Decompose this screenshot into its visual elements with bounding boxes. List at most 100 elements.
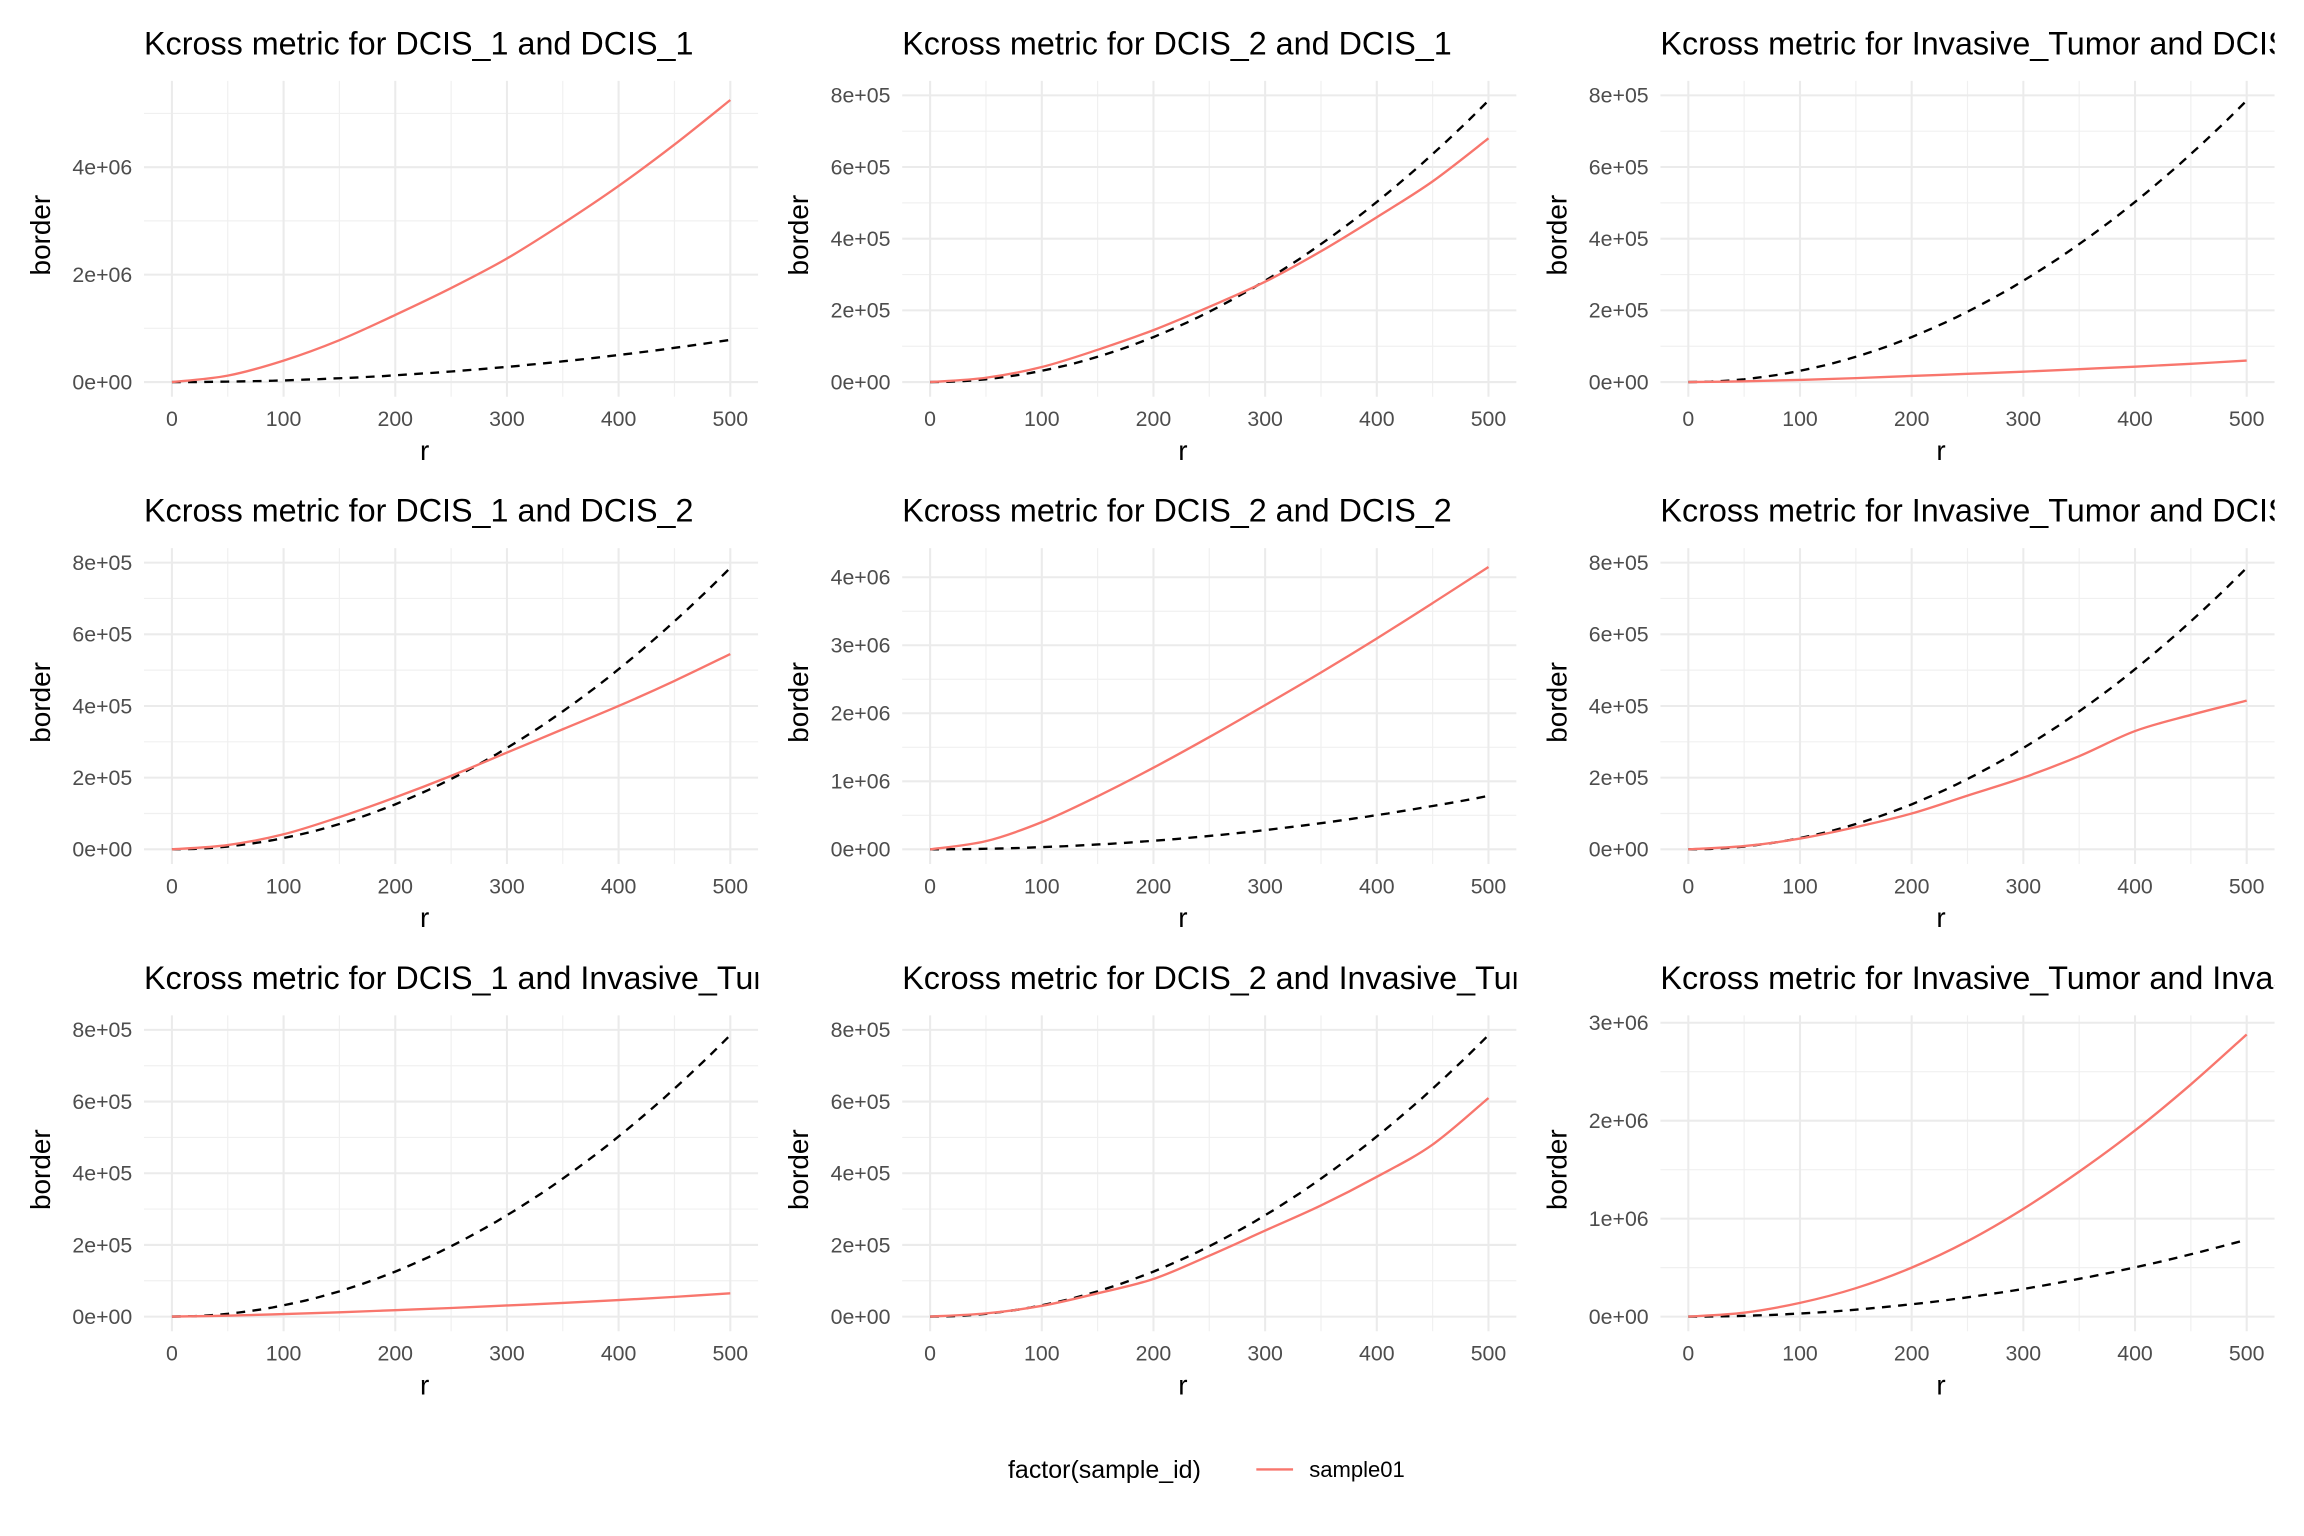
series-line-sample01 <box>171 652 731 851</box>
series-line-sample01 <box>1688 359 2247 384</box>
x-axis-label: r <box>1936 435 1945 466</box>
x-tick-label: 200 <box>377 1342 413 1366</box>
x-tick-label: 500 <box>713 1342 749 1366</box>
y-tick-label: 4e+05 <box>1589 227 1649 251</box>
y-tick-label: 2e+05 <box>1589 299 1649 323</box>
x-tick-label: 200 <box>1894 407 1930 431</box>
y-axis-label: border <box>25 662 56 743</box>
y-tick-label: 3e+06 <box>831 634 891 658</box>
theoretical-line <box>1688 1238 2248 1318</box>
series-line-sample01 <box>1688 699 2247 851</box>
x-axis-label: r <box>1178 1369 1187 1400</box>
y-tick-label: 4e+06 <box>831 566 891 590</box>
x-tick-label: 100 <box>1782 874 1818 898</box>
x-tick-label: 400 <box>601 1342 637 1366</box>
series-line-sample01 <box>171 1292 731 1318</box>
x-tick-label: 400 <box>601 874 637 898</box>
y-tick-label: 2e+05 <box>1589 766 1649 790</box>
y-tick-label: 0e+00 <box>1589 838 1649 862</box>
y-axis-label: border <box>25 1129 56 1210</box>
y-tick-label: 6e+05 <box>1589 155 1649 179</box>
x-tick-label: 400 <box>1359 1342 1395 1366</box>
y-tick-label: 8e+05 <box>72 1018 132 1042</box>
y-tick-label: 6e+05 <box>831 1090 891 1114</box>
x-tick-label: 200 <box>1136 1342 1172 1366</box>
x-tick-label: 0 <box>1682 1342 1694 1366</box>
x-tick-label: 200 <box>1136 874 1172 898</box>
facet-panel-9: 0 100 200 300 400 500 0e+00 1e+06 2e+06 3e+06 Kcro… <box>1541 960 2275 1400</box>
legend: factor(sample_id) sample01 <box>1008 1456 1405 1484</box>
y-tick-label: 0e+00 <box>831 1305 891 1329</box>
series-line-sample01 <box>929 566 1490 851</box>
panel-title: Kcross metric for Invasive_Tumor and DCI… <box>1660 493 2304 529</box>
panel-title: Kcross metric for DCIS_1 and DCIS_1 <box>144 25 694 61</box>
y-tick-label: 1e+06 <box>1589 1207 1649 1231</box>
y-tick-label: 2e+05 <box>831 1233 891 1257</box>
x-tick-label: 500 <box>713 874 749 898</box>
x-tick-label: 200 <box>1136 407 1172 431</box>
facet-panel-7: 0 100 200 300 400 500 0e+00 2e+05 4e+05 6e+05 8e+0… <box>25 960 759 1400</box>
x-tick-label: 500 <box>713 407 749 431</box>
panel-title: Kcross metric for Invasive_Tumor and DCI… <box>1660 25 2304 61</box>
y-tick-label: 0e+00 <box>831 370 891 394</box>
x-tick-label: 300 <box>1247 1342 1283 1366</box>
y-tick-label: 0e+00 <box>72 370 132 394</box>
legend-label: sample01 <box>1309 1457 1405 1482</box>
x-tick-label: 300 <box>1247 407 1283 431</box>
x-axis-label: r <box>1178 435 1187 466</box>
facet-panel-8: 0 100 200 300 400 500 0e+00 2e+05 4e+05 6e+05 8e+0… <box>783 960 1567 1400</box>
x-tick-label: 0 <box>1682 874 1694 898</box>
y-axis-label: border <box>1541 195 1572 276</box>
y-tick-label: 6e+05 <box>831 155 891 179</box>
x-tick-label: 300 <box>2006 1342 2042 1366</box>
series-line-sample01 <box>930 1097 1490 1318</box>
y-tick-label: 8e+05 <box>72 551 132 575</box>
y-tick-label: 8e+05 <box>831 84 891 108</box>
y-tick-label: 4e+05 <box>72 1162 132 1186</box>
x-tick-label: 200 <box>377 874 413 898</box>
x-tick-label: 400 <box>1359 407 1395 431</box>
panel-title: Kcross metric for DCIS_2 and DCIS_2 <box>902 493 1452 529</box>
x-tick-label: 100 <box>1024 874 1060 898</box>
x-tick-label: 400 <box>2117 407 2153 431</box>
y-tick-label: 8e+05 <box>1589 84 1649 108</box>
x-tick-label: 300 <box>489 407 525 431</box>
x-tick-label: 200 <box>377 407 413 431</box>
y-tick-label: 8e+05 <box>1589 551 1649 575</box>
x-tick-label: 100 <box>1024 1342 1060 1366</box>
y-tick-label: 0e+00 <box>1589 370 1649 394</box>
panel-title: Kcross metric for DCIS_1 and DCIS_2 <box>144 493 694 529</box>
x-tick-label: 100 <box>1782 407 1818 431</box>
y-tick-label: 1e+06 <box>831 770 891 794</box>
y-tick-label: 0e+00 <box>72 1305 132 1329</box>
facet-panel-5: 0 100 200 300 400 500 0e+00 1e+06 2e+06 3e+06 4e+0… <box>783 493 1517 933</box>
y-tick-label: 2e+05 <box>831 299 891 323</box>
y-tick-label: 6e+05 <box>1589 623 1649 647</box>
x-tick-label: 100 <box>1024 407 1060 431</box>
series-line-sample01 <box>930 137 1490 384</box>
y-tick-label: 2e+05 <box>72 766 132 790</box>
x-tick-label: 100 <box>266 407 302 431</box>
x-tick-label: 200 <box>1894 1342 1930 1366</box>
y-tick-label: 4e+05 <box>72 694 132 718</box>
y-tick-label: 0e+00 <box>831 838 891 862</box>
x-tick-label: 0 <box>924 874 936 898</box>
x-tick-label: 300 <box>489 874 525 898</box>
x-axis-label: r <box>1936 1369 1945 1400</box>
x-tick-label: 400 <box>2117 1342 2153 1366</box>
x-tick-label: 400 <box>2117 874 2153 898</box>
panel-title: Kcross metric for DCIS_2 and Invasive_Tu… <box>902 960 1567 996</box>
y-tick-label: 8e+05 <box>831 1018 891 1042</box>
x-axis-label: r <box>1936 902 1945 933</box>
x-tick-label: 400 <box>601 407 637 431</box>
x-tick-label: 500 <box>1471 874 1507 898</box>
y-tick-label: 0e+00 <box>72 838 132 862</box>
x-tick-label: 500 <box>2229 1342 2265 1366</box>
y-axis-label: border <box>25 195 56 276</box>
facet-panel-1: 0 100 200 300 400 500 0e+00 2e+06 4e+06 Kcross me… <box>25 25 759 466</box>
y-axis-label: border <box>783 662 814 743</box>
x-tick-label: 500 <box>2229 407 2265 431</box>
y-tick-label: 0e+00 <box>1589 1305 1649 1329</box>
facet-panel-4: 0 100 200 300 400 500 0e+00 2e+05 4e+05 6e+05 8e+0… <box>25 493 759 933</box>
panel-title: Kcross metric for DCIS_2 and DCIS_1 <box>902 25 1452 61</box>
